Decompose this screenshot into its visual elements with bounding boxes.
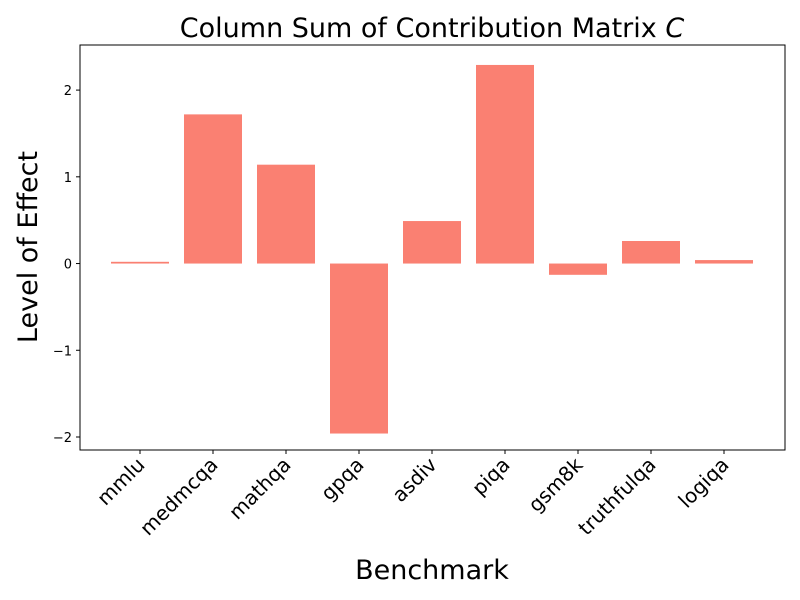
bar-gsm8k xyxy=(549,263,607,275)
plot-frame xyxy=(79,44,786,451)
chart-title: Column Sum of Contribution Matrix C xyxy=(180,13,685,44)
y-axis-label: Level of Effect xyxy=(13,151,44,343)
x-tick-label-logiqa: logiqa xyxy=(673,453,733,513)
y-tick-label: 2 xyxy=(64,84,72,99)
x-tick-label-piqa: piqa xyxy=(467,453,515,501)
chart-title-italic: C xyxy=(665,13,684,44)
bar-gpqa xyxy=(330,263,388,434)
bar-truthfulqa xyxy=(622,240,680,264)
chart-title-main: Column Sum of Contribution Matrix xyxy=(180,13,666,44)
x-tick-label-mmlu: mmlu xyxy=(92,453,149,510)
bar-medmcqa xyxy=(184,114,242,264)
y-tick-label: −1 xyxy=(53,344,72,359)
bars-group xyxy=(111,64,753,434)
x-tick-label-mathqa: mathqa xyxy=(224,453,296,525)
y-tick-label: −2 xyxy=(53,431,72,446)
bar-mathqa xyxy=(257,164,315,264)
x-tick-label-gpqa: gpqa xyxy=(316,453,369,506)
y-axis: −2 −1 0 1 2 xyxy=(53,84,80,446)
y-tick-label: 1 xyxy=(64,171,72,186)
bar-piqa xyxy=(476,64,534,264)
x-tick-label-gsm8k: gsm8k xyxy=(523,452,588,517)
x-tick-label-asdiv: asdiv xyxy=(387,452,441,506)
bar-logiqa xyxy=(695,260,753,264)
bar-mmlu xyxy=(111,261,169,264)
x-tick-label-truthfulqa: truthfulqa xyxy=(573,453,660,540)
bar-asdiv xyxy=(403,221,461,264)
y-tick-label: 0 xyxy=(64,258,72,273)
x-axis-label: Benchmark xyxy=(355,555,509,586)
x-tick-label-medmcqa: medmcqa xyxy=(135,453,223,541)
